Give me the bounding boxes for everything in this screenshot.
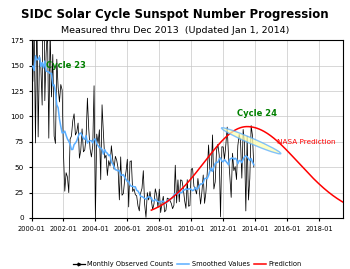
- Ellipse shape: [222, 128, 281, 154]
- Text: Measured thru Dec 2013  (Updated Jan 1, 2014): Measured thru Dec 2013 (Updated Jan 1, 2…: [61, 26, 289, 34]
- Text: NASA Prediction: NASA Prediction: [277, 139, 335, 145]
- Text: Cycle 23: Cycle 23: [46, 61, 86, 70]
- Legend: Monthly Observed Counts, Smoothed Values, Prediction: Monthly Observed Counts, Smoothed Values…: [70, 258, 304, 269]
- Text: Cycle 24: Cycle 24: [237, 109, 277, 118]
- Text: SIDC Solar Cycle Sunspot Number Progression: SIDC Solar Cycle Sunspot Number Progress…: [21, 8, 329, 21]
